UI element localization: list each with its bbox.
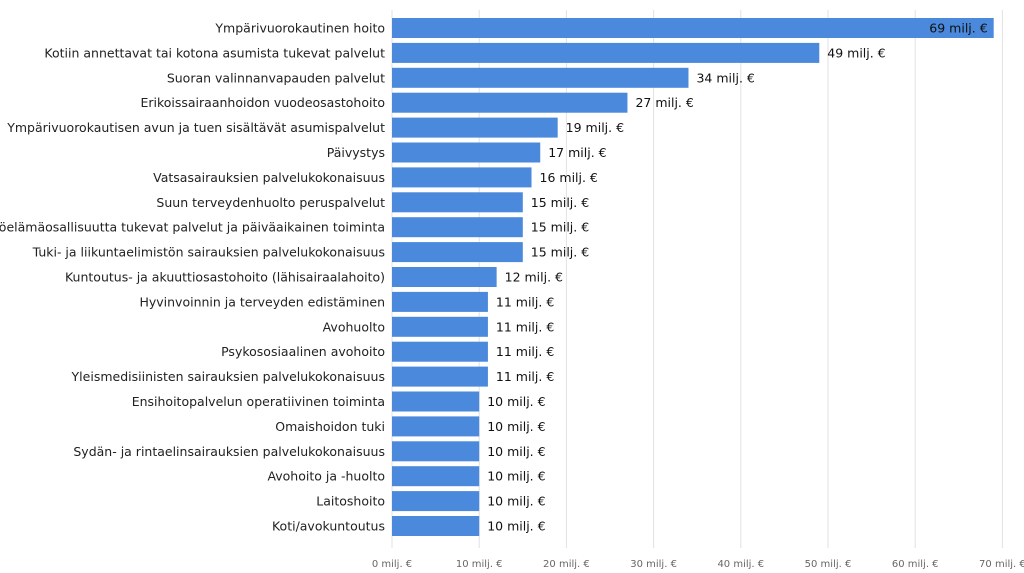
- category-label: Avohoito ja -huolto: [267, 469, 385, 484]
- bar: [392, 466, 480, 487]
- value-label: 11 milj. €: [496, 344, 554, 359]
- value-label: 15 milj. €: [531, 220, 589, 235]
- value-labels: 69 milj. € 49 milj. € 34 milj. €27 milj. €…: [487, 21, 988, 534]
- bar: [392, 441, 480, 462]
- bar: [392, 192, 523, 213]
- x-tick-label: 70 milj. €: [979, 559, 1024, 570]
- bar: [392, 416, 480, 437]
- x-tick-label: 20 milj. €: [543, 559, 590, 570]
- value-label: 15 milj. €: [531, 245, 589, 260]
- value-label: 15 milj. €: [531, 195, 589, 210]
- bar: [392, 217, 523, 238]
- bar: [392, 491, 480, 512]
- category-label: Päivystys: [327, 145, 385, 160]
- category-label: Erikoissairaanhoidon vuodeosastohoito: [140, 95, 385, 110]
- value-label: 11 milj. €: [496, 369, 554, 384]
- bar: [392, 42, 820, 63]
- category-label: Yleismedisiinisten sairauksien palveluko…: [71, 369, 385, 384]
- x-tick-label: 0 milj. €: [372, 559, 412, 570]
- bar: [392, 516, 480, 536]
- x-axis-ticks: 0 milj. € 10 milj. € 20 milj. € 30 milj. € 4…: [372, 559, 1024, 570]
- x-tick-label: 60 milj. €: [892, 559, 939, 570]
- value-label: 10 milj. €: [487, 419, 545, 434]
- x-tick-label: 40 milj. €: [717, 559, 764, 570]
- value-label: 10 milj. €: [487, 494, 545, 509]
- bar: [392, 67, 689, 88]
- value-label: 10 milj. €: [487, 469, 545, 484]
- value-label: 69 milj. €: [929, 21, 987, 36]
- value-label: 17 milj. €: [548, 145, 606, 160]
- category-label: Vatsasairauksien palvelukokonaisuus: [153, 170, 385, 185]
- x-tick-label: 50 milj. €: [805, 559, 852, 570]
- value-label: 34 milj. €: [696, 70, 754, 85]
- value-label: 16 milj. €: [540, 170, 598, 185]
- bar: [392, 117, 558, 138]
- bar: [392, 316, 488, 337]
- value-label: 11 milj. €: [496, 294, 554, 309]
- category-label: Omaishoidon tuki: [275, 419, 385, 434]
- bar: [392, 92, 628, 113]
- category-label: Koti/avokuntoutus: [272, 519, 385, 534]
- category-label: Ympärivuorokautisen avun ja tuen sisältä…: [6, 120, 385, 135]
- bar: [392, 167, 532, 188]
- category-label: Kuntoutus- ja akuuttiosastohoito (lähisa…: [65, 270, 385, 285]
- bar: [392, 242, 523, 263]
- x-tick-label: 30 milj. €: [630, 559, 677, 570]
- category-labels: Ympärivuorokautinen hoito Kotiin annettav…: [0, 21, 385, 534]
- bar: [392, 391, 480, 412]
- category-label: Suoran valinnanvapauden palvelut: [167, 70, 385, 85]
- category-label: Tuki- ja liikuntaelimistön sairauksien p…: [32, 245, 385, 260]
- category-label: Ympärivuorokautinen hoito: [214, 21, 385, 36]
- bar: [392, 291, 488, 312]
- category-label: Suun terveydenhuolto peruspalvelut: [156, 195, 385, 210]
- bar: [392, 142, 541, 163]
- category-label: Laitoshoito: [316, 494, 385, 509]
- bars: [392, 18, 994, 536]
- category-label: Kotiin annettavat tai kotona asumista tu…: [44, 45, 385, 60]
- value-label: 49 milj. €: [827, 45, 885, 60]
- value-label: 10 milj. €: [487, 519, 545, 534]
- value-label: 11 milj. €: [496, 319, 554, 334]
- value-label: 19 milj. €: [566, 120, 624, 135]
- category-label: Ensihoitopalvelun operatiivinen toiminta: [132, 394, 385, 409]
- bar: [392, 267, 497, 287]
- category-label: Hyvinvoinnin ja terveyden edistäminen: [139, 294, 385, 309]
- value-label: 12 milj. €: [505, 270, 563, 285]
- bar: [392, 366, 488, 387]
- bar: [392, 18, 994, 38]
- category-label: Psykososiaalinen avohoito: [221, 344, 385, 359]
- value-label: 27 milj. €: [635, 95, 693, 110]
- bar: [392, 341, 488, 362]
- category-label: Sydän- ja rintaelinsairauksien palveluko…: [73, 444, 385, 459]
- category-label: Avohuolto: [323, 319, 385, 334]
- category-label: Työelämäosallisuutta tukevat palvelut ja…: [0, 220, 385, 235]
- value-label: 10 milj. €: [487, 444, 545, 459]
- value-label: 10 milj. €: [487, 394, 545, 409]
- x-tick-label: 10 milj. €: [456, 559, 503, 570]
